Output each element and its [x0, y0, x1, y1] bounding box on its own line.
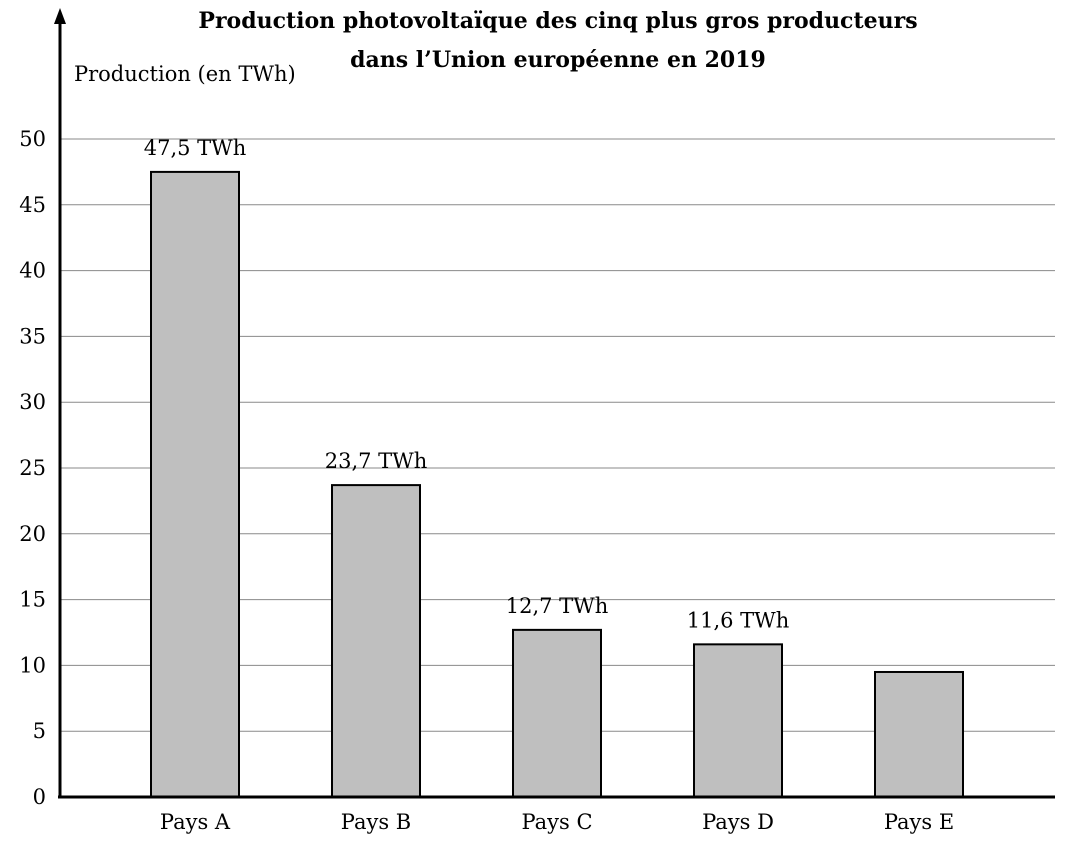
bar: [331, 484, 421, 798]
y-tick-label: 40: [19, 259, 46, 283]
axes: [54, 8, 1055, 799]
data-label: 11,6 TWh: [687, 608, 790, 632]
x-tick-label: Pays C: [521, 810, 592, 834]
y-tick-label: 20: [19, 522, 46, 546]
bar: [693, 643, 783, 798]
data-label: 12,7 TWh: [506, 594, 609, 618]
y-tick-label: 45: [19, 193, 46, 217]
chart-title-line-2: dans l’Union européenne en 2019: [350, 47, 766, 73]
bar: [874, 670, 964, 798]
x-tick-label: Pays E: [884, 810, 954, 834]
y-tick-label: 30: [19, 390, 46, 414]
y-axis-arrow-icon: [54, 8, 66, 24]
data-label: 23,7 TWh: [325, 449, 428, 473]
data-labels: 47,5 TWh 23,7 TWh 12,7 TWh 11,6 TWh: [144, 136, 790, 632]
x-tick-label: Pays B: [341, 810, 411, 834]
y-tick-label: 15: [19, 588, 46, 612]
y-tick-label: 0: [33, 785, 46, 809]
x-tick-label: Pays D: [702, 810, 774, 834]
y-tick-labels: 0 5 10 15 20 25 30 35 40 45 50: [19, 127, 46, 809]
y-tick-label: 5: [33, 719, 46, 743]
x-tick-label: Pays A: [160, 810, 231, 834]
bar: [150, 170, 240, 798]
y-tick-label: 10: [19, 653, 46, 677]
y-tick-label: 35: [19, 324, 46, 348]
bars: [150, 170, 964, 798]
chart-title-line-1: Production photovoltaïque des cinq plus …: [198, 8, 917, 34]
bar: [512, 628, 602, 798]
y-tick-label: 50: [19, 127, 46, 151]
y-axis-label: Production (en TWh): [74, 62, 296, 86]
y-tick-label: 25: [19, 456, 46, 480]
x-tick-labels: Pays A Pays B Pays C Pays D Pays E: [160, 810, 954, 834]
data-label: 47,5 TWh: [144, 136, 247, 160]
